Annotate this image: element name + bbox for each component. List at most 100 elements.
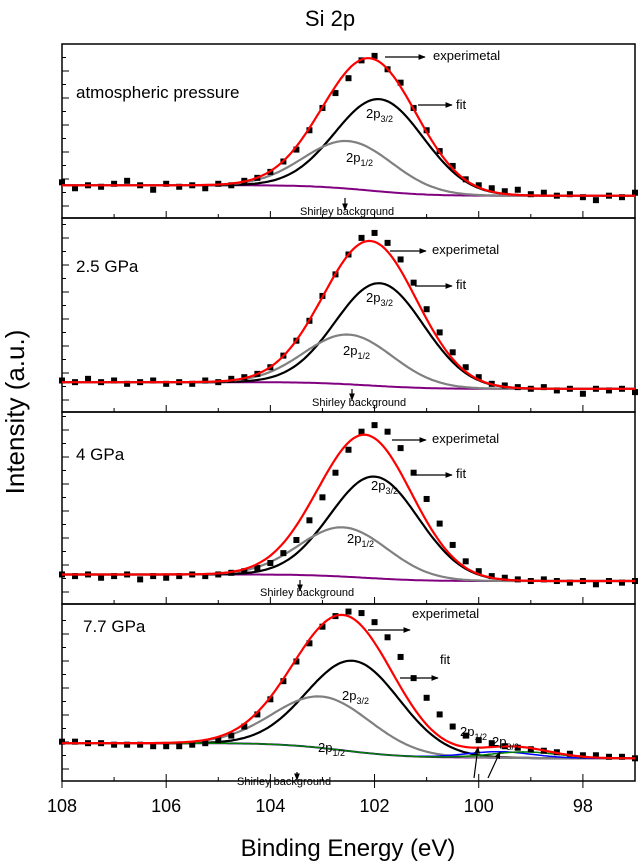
fit-label: fit [456,97,467,112]
extra-p32-label: 2p3/2 [492,734,519,752]
fit-label: fit [440,652,451,667]
experimental-point [202,740,209,747]
experimental-point [592,197,599,204]
experimental-point [540,576,547,583]
experimental-point [579,390,586,397]
p32-label-subscript: 3/2 [380,298,393,308]
experimental-point [475,737,482,744]
chart-title: Si 2p [305,6,355,31]
experimental-point [332,90,339,97]
panel-label: 7.7 GPa [83,617,146,636]
experimental-point [501,574,508,581]
experimental-point [449,349,456,356]
experimental-point [202,573,209,580]
experimental-point [358,234,365,241]
panel-label: 4 GPa [76,445,125,464]
fit-label: fit [456,277,467,292]
experimental-point [98,574,105,581]
experimental-point [176,183,183,190]
experimental-point [150,743,157,750]
experimental-point [397,653,404,660]
experimental-point [371,229,378,236]
shirley-background-line [62,184,635,197]
experimental-point [579,752,586,759]
experimental-point [241,568,248,575]
experimental-point [228,182,235,189]
experimental-point [501,188,508,195]
experimental-point [59,179,65,186]
experimental-point [59,377,65,384]
experimental-point [306,127,313,134]
experimental-point [306,640,313,647]
experimental-point [553,387,560,394]
experimental-point [111,377,118,384]
extra-p32-label-subscript: 3/2 [506,742,519,752]
experimental-point [514,744,521,751]
p12-label: 2p1/2 [343,343,370,361]
experimental-point [293,146,300,153]
experimental-point [475,568,482,575]
experimental-point [358,610,365,617]
experimental-point [462,732,469,739]
y-axis-label: Intensity (a.u.) [0,330,30,495]
p32-label-subscript: 3/2 [356,696,369,706]
experimental-point [592,752,599,759]
experimental-point [215,737,222,744]
x-tick-label: 106 [151,796,181,816]
p32-label-subscript: 3/2 [385,486,398,496]
experimental-point [254,711,261,718]
experimental-point [98,183,105,190]
experimental-point [358,428,365,435]
experimental-point [124,741,131,748]
fit-line [62,239,635,390]
experimental-point [72,738,79,745]
experimental-point [462,558,469,565]
experimental-point [488,740,495,747]
experimental-point [527,191,534,198]
experimental-point [632,389,638,396]
p12-label-text: 2p [347,531,361,546]
experimental-point [189,741,196,748]
experimental-point [540,384,547,391]
experimental-point [189,380,196,387]
experimental-point [605,753,612,760]
experimental-point [475,374,482,381]
extra-p12-label: 2p1/2 [460,724,487,742]
x-tick-label: 108 [47,796,77,816]
p32-label: 2p3/2 [342,688,369,706]
component-line-2p3-2 [62,97,635,197]
experimental-point [397,79,404,86]
experimental-point [488,573,495,580]
experimental-point [72,573,79,580]
experimental-point [566,750,573,757]
experimental-point [124,380,131,387]
experimental-point [371,619,378,626]
p12-label-text: 2p [343,343,357,358]
experimental-point [319,494,326,501]
experimental-point [592,581,599,588]
p12-label-text: 2p [318,740,332,755]
experimental-point [163,743,170,750]
experimental-point [384,634,391,641]
experimental-point [163,180,170,187]
experimental-point [202,185,209,192]
fit-line [62,433,635,583]
panel-frame [61,603,636,782]
experimental-point [449,162,456,169]
experimental-point [280,678,287,685]
experimental-point [449,723,456,730]
experimental-point [384,428,391,435]
panel-label: 2.5 GPa [76,257,139,276]
experimental-point [566,191,573,198]
shirley-label: Shirley background [300,206,394,218]
extra-p12-label-subscript: 1/2 [474,732,487,742]
panel-0: atmospheric pressureexperimetalfit2p3/22… [59,43,638,219]
experimental-point [410,469,417,476]
p12-label: 2p1/2 [347,531,374,549]
component-line-2p3-2 [62,282,635,390]
experimental-point [150,186,157,193]
p32-label-subscript: 3/2 [380,114,393,124]
experimental-point [59,738,65,745]
p32-label-text: 2p [366,106,380,121]
